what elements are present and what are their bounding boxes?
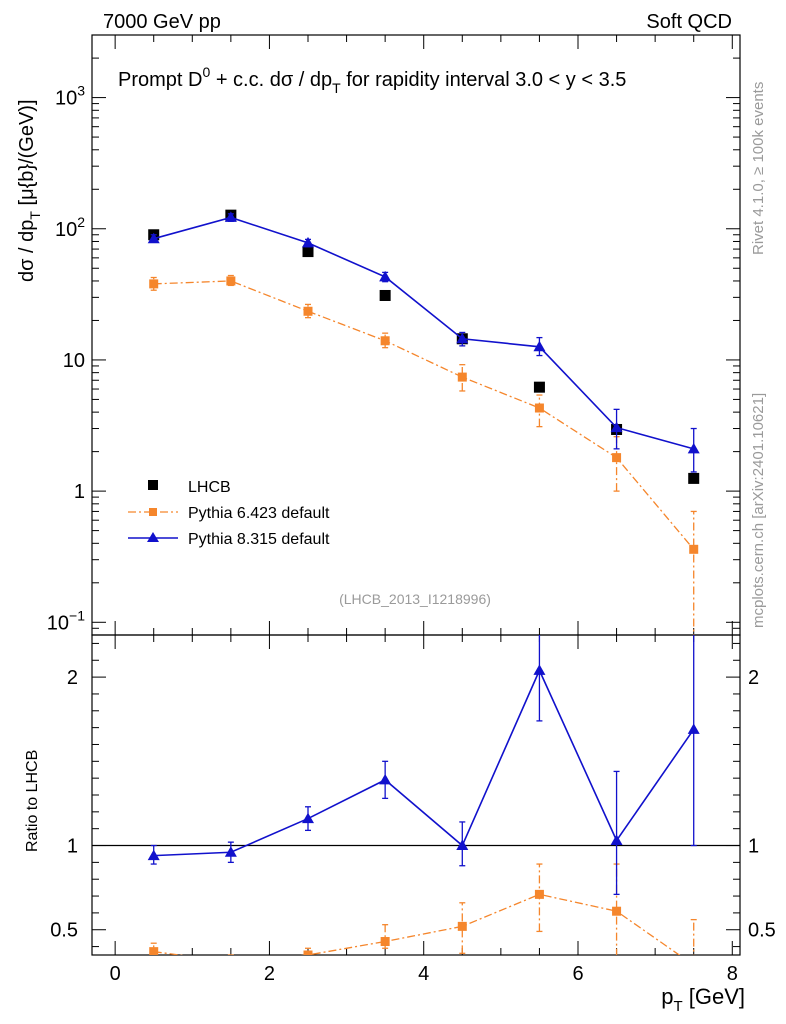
y-axis-label: dσ / dpT [μ{b}/(GeV)] [16, 99, 43, 282]
marker-pythia-8-315-default [302, 236, 314, 248]
ratio-line-pythia-6-423-default [153, 893, 681, 955]
marker-pythia-6-423-default [226, 276, 236, 286]
ratio-panel [92, 635, 740, 970]
axis-ticks: 0 2 4 6 8 10−1 1 10 102 103 0.5 0.5 1 1 2 2 [47, 34, 776, 985]
x-tick-label: 8 [727, 963, 738, 985]
ratio-y-tick-label: 0.5 [50, 920, 78, 942]
marker-pythia-6-423-default [534, 403, 544, 413]
series-line-pythia-8-315-default [153, 216, 694, 450]
marker-pythia-6-423-default [149, 279, 159, 289]
ratio-marker-pythia-8-315-default [610, 834, 623, 845]
ratio-plot-frame [91, 634, 741, 956]
marker-pythia-6-423-default [457, 372, 467, 382]
analysis-watermark: (LHCB_2013_I1218996) [339, 591, 491, 607]
x-axis-label: pT [GeV] [661, 984, 745, 1015]
ratio-marker-pythia-8-315-default [687, 723, 700, 734]
ratio-marker-pythia-8-315-default [302, 812, 314, 824]
marker-pythia-6-423-default [380, 336, 390, 346]
ratio-marker-pythia-8-315-default [147, 849, 160, 861]
data-point-lhcb [688, 472, 700, 484]
marker-pythia-8-315-default [379, 270, 392, 282]
x-tick-label: 0 [110, 963, 121, 985]
legend-label-pythia6: Pythia 6.423 default [188, 505, 330, 522]
ratio-line-pythia-8-315-default [153, 668, 695, 857]
y-tick-label: 103 [55, 83, 85, 110]
y-tick-label: 1 [74, 481, 85, 503]
main-panel [147, 209, 700, 635]
header-left: 7000 GeV pp [103, 11, 221, 33]
data-point-lhcb [379, 289, 391, 301]
plot-title: Prompt D0 + c.c. dσ / dpT for rapidity i… [118, 64, 626, 96]
ratio-marker-pythia-6-423-default [689, 961, 698, 970]
marker-pythia-8-315-default [224, 211, 237, 222]
marker-pythia-6-423-default [303, 306, 313, 316]
y-tick-label: 102 [55, 214, 85, 241]
x-tick-label: 2 [264, 963, 275, 985]
x-tick-label: 6 [572, 963, 583, 985]
ratio-y-axis-label: Ratio to LHCB [24, 750, 41, 852]
ratio-y-tick-label-right: 0.5 [748, 920, 776, 942]
ratio-y-tick-label-right: 1 [748, 836, 759, 858]
ratio-marker-pythia-8-315-default [224, 846, 237, 857]
ratio-marker-pythia-6-423-default [149, 947, 159, 955]
legend: LHCB Pythia 6.423 default Pythia 8.315 d… [128, 479, 330, 548]
ratio-marker-pythia-6-423-default [457, 921, 467, 931]
data-point-lhcb [533, 381, 545, 393]
ratio-marker-pythia-6-423-default [534, 889, 544, 899]
ratio-marker-pythia-6-423-default [612, 906, 622, 916]
y-tick-label: 10 [63, 350, 85, 372]
marker-pythia-6-423-default [689, 544, 699, 554]
ratio-marker-pythia-8-315-default [533, 664, 546, 675]
marker-pythia-8-315-default [610, 421, 623, 433]
ratio-y-tick-label-right: 2 [748, 667, 759, 689]
data-point-lhcb [302, 246, 314, 258]
header-right: Soft QCD [646, 11, 732, 33]
legend-marker-pythia6 [149, 508, 157, 516]
ratio-marker-pythia-6-423-default [303, 950, 313, 955]
mcplots-label: mcplots.cern.ch [arXiv:2401.10621] [750, 393, 767, 628]
ratio-marker-pythia-6-423-default [380, 937, 390, 947]
ratio-y-tick-label: 1 [67, 836, 78, 858]
y-tick-label: 10−1 [47, 607, 85, 634]
ratio-marker-pythia-8-315-default [456, 839, 469, 851]
marker-pythia-8-315-default [687, 442, 700, 454]
legend-label-pythia8: Pythia 8.315 default [188, 531, 330, 548]
x-tick-label: 4 [418, 963, 429, 985]
ratio-marker-pythia-6-423-default [226, 957, 235, 966]
marker-pythia-8-315-default [533, 340, 546, 352]
rivet-label: Rivet 4.1.0, ≥ 100k events [750, 82, 767, 255]
series-line-pythia-6-423-default [153, 280, 695, 550]
legend-label-lhcb: LHCB [188, 479, 231, 496]
legend-marker-lhcb [148, 480, 158, 490]
legend-marker-pythia8 [147, 532, 159, 542]
ratio-marker-pythia-8-315-default [379, 773, 392, 785]
ratio-y-tick-label: 2 [67, 667, 78, 689]
marker-pythia-8-315-default [456, 332, 469, 344]
marker-pythia-6-423-default [612, 453, 622, 463]
marker-pythia-8-315-default [147, 232, 160, 244]
